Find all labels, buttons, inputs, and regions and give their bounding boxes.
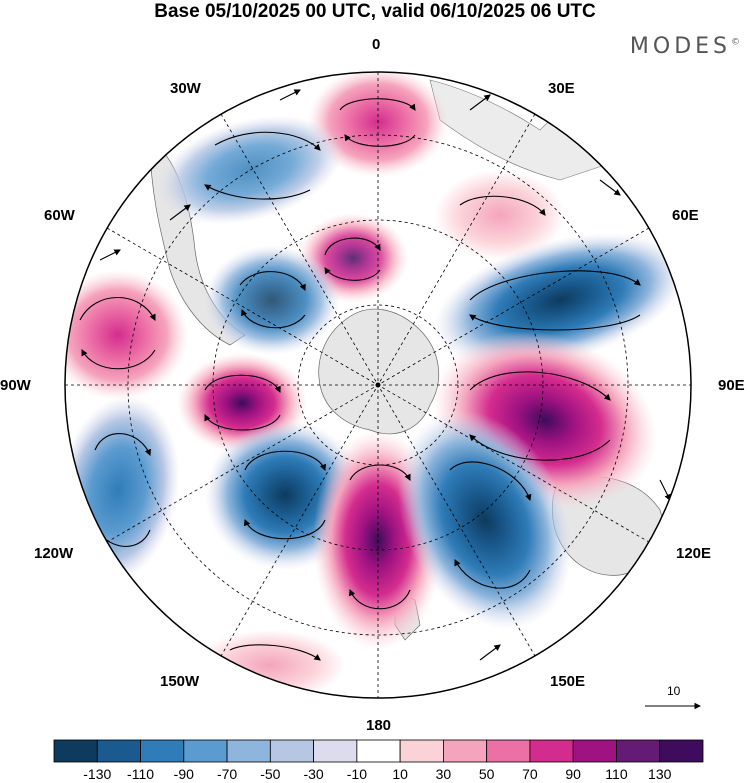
- lon-label-150w: 150W: [160, 673, 200, 690]
- anomaly-center-75w: [65, 270, 188, 400]
- modes-logo: MODES©: [630, 34, 740, 59]
- colorbar-swatch: [356, 739, 401, 763]
- lon-label-60e: 60E: [672, 207, 699, 224]
- anomaly-center-150e: [397, 410, 573, 630]
- colorbar-swatch: [96, 739, 141, 763]
- colorbar-swatch: [269, 739, 315, 763]
- chart-title: Base 05/10/2025 00 UTC, valid 06/10/2025…: [154, 1, 596, 22]
- lon-label-0: 0: [372, 36, 381, 53]
- wind-vectors: [79, 89, 671, 661]
- anomaly-center-60w: [204, 245, 340, 355]
- brand-name: MODES: [629, 34, 731, 59]
- anomaly-center-60e: [433, 232, 687, 368]
- lon-label-90w: 90W: [0, 377, 31, 394]
- brand-mark: ©: [731, 37, 740, 48]
- lon-label-30e: 30E: [548, 80, 575, 97]
- colorbar-tick-label: 30: [435, 766, 452, 782]
- anomaly-center-150w: [195, 630, 345, 698]
- colorbar-tick-label: -130: [83, 766, 112, 782]
- colorbar-tick-label: -110: [127, 766, 155, 782]
- colorbar-swatch: [313, 739, 358, 763]
- anomaly-center-45e: [435, 170, 565, 260]
- colorbar-tick-label: 110: [605, 766, 628, 782]
- colorbar-tick-label: 90: [565, 766, 581, 782]
- lon-label-30w: 30W: [170, 80, 201, 97]
- colorbar-swatch: [183, 739, 228, 763]
- colorbar-swatch: [659, 739, 704, 763]
- map-field: [65, 72, 691, 698]
- lon-label-120e: 120E: [676, 545, 712, 562]
- colorbar-tick-label: 70: [522, 766, 538, 782]
- colorbar-tick-label: -30: [303, 766, 324, 782]
- lon-label-180: 180: [366, 717, 392, 734]
- lon-label-120w: 120W: [34, 545, 74, 562]
- colorbar-swatch: [529, 739, 574, 763]
- colorbar-tick-label: 50: [478, 766, 495, 782]
- colorbar-tick-label: -90: [173, 766, 194, 782]
- colorbar-tick-label: -50: [260, 766, 281, 782]
- lon-label-90e: 90E: [718, 377, 745, 394]
- lon-label-150e: 150E: [550, 673, 586, 690]
- colorbar-swatch: [226, 739, 271, 763]
- colorbar-swatch: [140, 739, 185, 763]
- colorbar: [53, 739, 704, 763]
- reference-vector-label: 10: [667, 684, 681, 698]
- colorbar-swatch: [53, 739, 98, 763]
- anomaly-center-30w-low: [157, 115, 343, 225]
- colorbar-tick-label: 130: [648, 766, 672, 782]
- colorbar-swatch: [399, 739, 444, 763]
- colorbar-swatch: [486, 739, 531, 763]
- map-boundary: [64, 71, 692, 699]
- colorbar-tick-label: -10: [346, 766, 367, 782]
- colorbar-swatch: [442, 739, 488, 763]
- colorbar-swatch: [572, 739, 617, 763]
- lon-label-60w: 60W: [44, 207, 75, 224]
- colorbar-tick-label: -70: [216, 766, 238, 782]
- colorbar-tick-label: 10: [392, 766, 408, 782]
- colorbar-swatch: [616, 739, 661, 763]
